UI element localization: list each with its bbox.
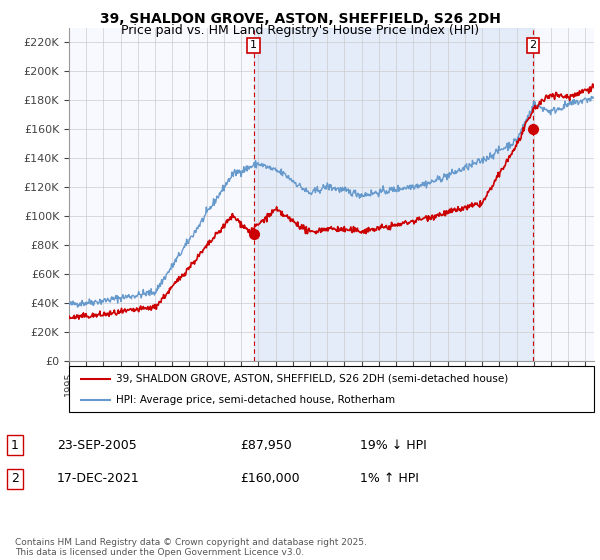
- Text: £87,950: £87,950: [240, 438, 292, 452]
- Text: 2: 2: [530, 40, 536, 50]
- Text: 39, SHALDON GROVE, ASTON, SHEFFIELD, S26 2DH (semi-detached house): 39, SHALDON GROVE, ASTON, SHEFFIELD, S26…: [116, 374, 509, 384]
- Text: HPI: Average price, semi-detached house, Rotherham: HPI: Average price, semi-detached house,…: [116, 395, 395, 405]
- Text: 19% ↓ HPI: 19% ↓ HPI: [360, 438, 427, 452]
- Text: £160,000: £160,000: [240, 472, 299, 486]
- Text: 1: 1: [11, 438, 19, 452]
- Text: 1: 1: [250, 40, 257, 50]
- Text: 1% ↑ HPI: 1% ↑ HPI: [360, 472, 419, 486]
- Bar: [254, 28, 533, 361]
- Text: 23-SEP-2005: 23-SEP-2005: [57, 438, 137, 452]
- Text: 2: 2: [11, 472, 19, 486]
- Text: Price paid vs. HM Land Registry's House Price Index (HPI): Price paid vs. HM Land Registry's House …: [121, 24, 479, 37]
- Text: 39, SHALDON GROVE, ASTON, SHEFFIELD, S26 2DH: 39, SHALDON GROVE, ASTON, SHEFFIELD, S26…: [100, 12, 500, 26]
- Text: Contains HM Land Registry data © Crown copyright and database right 2025.
This d: Contains HM Land Registry data © Crown c…: [15, 538, 367, 557]
- Text: 17-DEC-2021: 17-DEC-2021: [57, 472, 140, 486]
